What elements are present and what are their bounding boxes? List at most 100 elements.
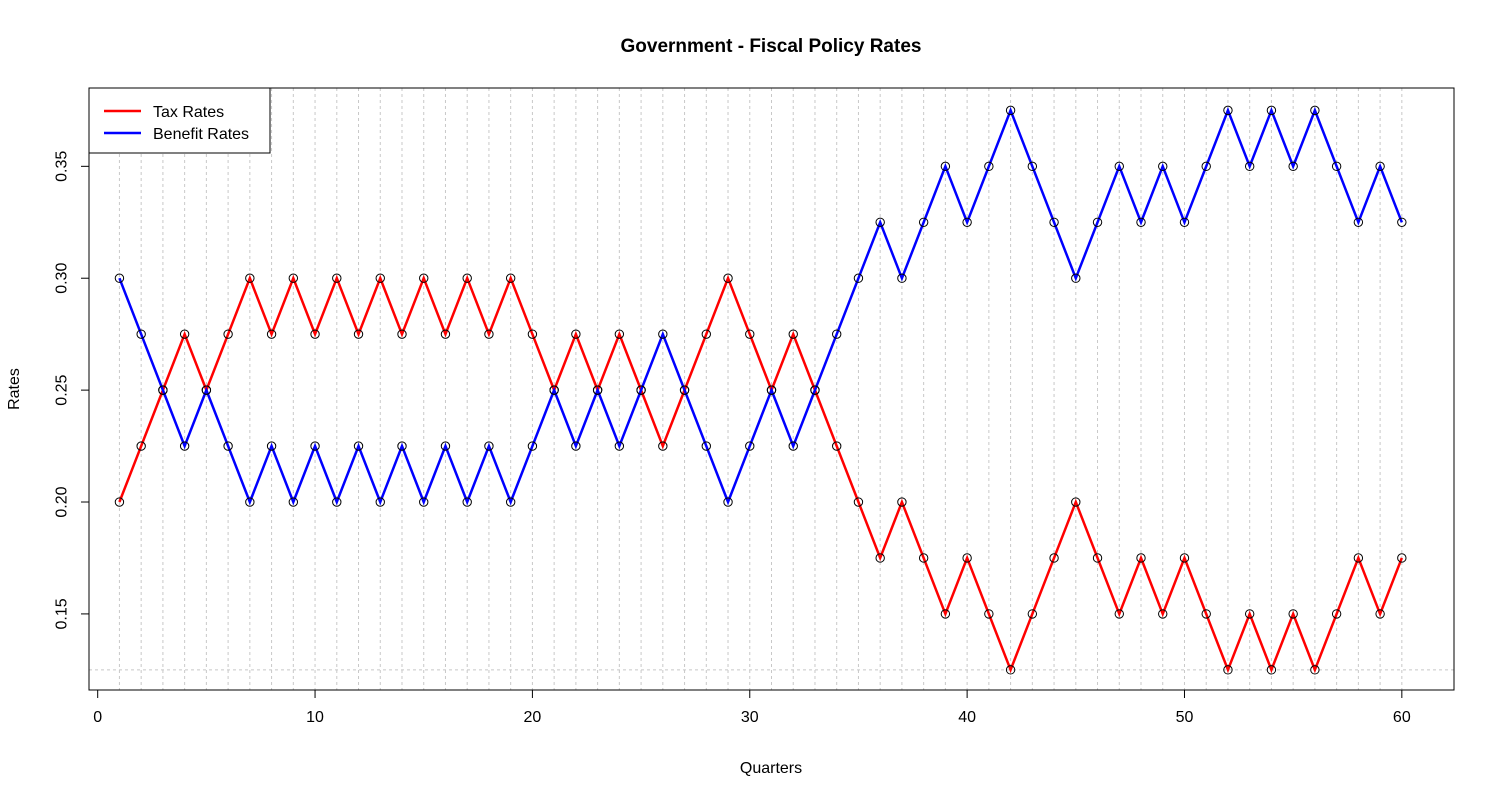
data-point-benefit-rates bbox=[505, 497, 516, 507]
data-point-benefit-rates bbox=[832, 329, 842, 339]
data-point-tax-rates bbox=[1266, 665, 1277, 675]
legend: Tax Rates Benefit Rates bbox=[88, 87, 271, 154]
data-point-benefit-rates bbox=[549, 385, 559, 395]
data-point-tax-rates bbox=[1223, 665, 1233, 675]
data-point-tax-rates bbox=[1288, 609, 1298, 619]
data-point-benefit-rates bbox=[375, 497, 385, 507]
data-point-benefit-rates bbox=[1114, 161, 1124, 172]
data-point-tax-rates bbox=[1114, 609, 1124, 619]
x-tick-label: 10 bbox=[306, 709, 324, 726]
data-point-tax-rates bbox=[462, 273, 472, 283]
data-point-benefit-rates bbox=[1375, 161, 1385, 172]
data-point-tax-rates bbox=[1071, 497, 1081, 507]
y-tick-label: 0.35 bbox=[54, 151, 71, 182]
data-point-benefit-rates bbox=[1005, 105, 1016, 116]
data-point-tax-rates bbox=[1179, 553, 1190, 563]
x-tick-label: 30 bbox=[741, 709, 759, 726]
x-tick-label: 40 bbox=[958, 709, 976, 726]
data-point-benefit-rates bbox=[897, 273, 907, 283]
data-point-benefit-rates bbox=[266, 441, 277, 451]
data-point-benefit-rates bbox=[1179, 217, 1190, 227]
data-point-tax-rates bbox=[875, 553, 885, 563]
x-tick-label: 50 bbox=[1176, 709, 1194, 726]
data-point-tax-rates bbox=[1005, 665, 1016, 675]
data-point-tax-rates bbox=[723, 273, 733, 283]
data-point-benefit-rates bbox=[1136, 217, 1146, 227]
data-point-benefit-rates bbox=[1092, 217, 1103, 227]
data-point-benefit-rates bbox=[745, 441, 755, 451]
data-point-benefit-rates bbox=[1288, 161, 1298, 172]
data-point-tax-rates bbox=[1136, 553, 1146, 563]
data-point-benefit-rates bbox=[397, 441, 407, 451]
data-point-benefit-rates bbox=[136, 329, 146, 339]
data-point-tax-rates bbox=[853, 497, 864, 507]
data-point-benefit-rates bbox=[158, 385, 168, 395]
data-point-benefit-rates bbox=[853, 273, 864, 283]
data-point-benefit-rates bbox=[571, 441, 581, 451]
data-point-benefit-rates bbox=[1201, 161, 1211, 172]
y-tick-label: 0.15 bbox=[54, 598, 71, 629]
data-point-tax-rates bbox=[288, 273, 299, 283]
data-point-tax-rates bbox=[245, 273, 255, 283]
data-point-tax-rates bbox=[440, 329, 451, 339]
data-point-benefit-rates bbox=[1049, 217, 1059, 227]
data-point-benefit-rates bbox=[245, 497, 255, 507]
x-tick-label: 60 bbox=[1393, 709, 1411, 726]
legend-label-benefit-rates: Benefit Rates bbox=[153, 126, 249, 143]
data-point-tax-rates bbox=[114, 497, 125, 507]
data-point-tax-rates bbox=[419, 273, 429, 283]
data-point-tax-rates bbox=[223, 329, 233, 339]
data-point-benefit-rates bbox=[419, 497, 429, 507]
data-point-tax-rates bbox=[897, 497, 907, 507]
data-point-benefit-rates bbox=[875, 217, 885, 227]
data-point-benefit-rates bbox=[1331, 161, 1342, 172]
data-point-tax-rates bbox=[984, 609, 994, 619]
data-point-benefit-rates bbox=[484, 441, 494, 451]
y-tick-label: 0.30 bbox=[54, 263, 71, 294]
data-point-benefit-rates bbox=[614, 441, 625, 451]
data-point-benefit-rates bbox=[223, 441, 233, 451]
data-point-tax-rates bbox=[745, 329, 755, 339]
series-line-benefit-rates bbox=[118, 106, 1403, 506]
data-point-tax-rates bbox=[788, 329, 798, 339]
data-point-tax-rates bbox=[136, 441, 146, 451]
data-point-benefit-rates bbox=[179, 441, 190, 451]
data-point-benefit-rates bbox=[462, 497, 472, 507]
y-axis-label: Rates bbox=[6, 368, 23, 410]
x-tick-label: 20 bbox=[524, 709, 542, 726]
data-point-benefit-rates bbox=[962, 217, 972, 227]
data-point-tax-rates bbox=[701, 329, 711, 339]
y-axis: 0.15 0.20 0.25 0.30 0.35 bbox=[54, 151, 90, 629]
data-point-benefit-rates bbox=[723, 497, 733, 507]
data-point-tax-rates bbox=[353, 329, 364, 339]
data-point-tax-rates bbox=[1310, 665, 1320, 675]
x-axis: 0 10 20 30 40 50 60 bbox=[93, 689, 1411, 726]
data-point-tax-rates bbox=[571, 329, 581, 339]
data-point-benefit-rates bbox=[810, 385, 820, 395]
legend-label-tax-rates: Tax Rates bbox=[153, 104, 224, 121]
data-point-benefit-rates bbox=[1244, 161, 1255, 172]
data-point-tax-rates bbox=[375, 273, 385, 283]
data-point-tax-rates bbox=[1331, 609, 1342, 619]
y-tick-label: 0.20 bbox=[54, 486, 71, 517]
data-point-benefit-rates bbox=[1353, 217, 1364, 227]
data-point-tax-rates bbox=[1158, 609, 1168, 619]
marker-layer bbox=[114, 105, 1407, 675]
data-point-benefit-rates bbox=[1266, 105, 1277, 116]
data-point-tax-rates bbox=[1397, 553, 1407, 563]
chart-title: Government - Fiscal Policy Rates bbox=[621, 36, 922, 57]
data-point-benefit-rates bbox=[679, 385, 690, 395]
data-point-benefit-rates bbox=[288, 497, 299, 507]
data-point-tax-rates bbox=[962, 553, 972, 563]
data-point-tax-rates bbox=[310, 329, 320, 339]
data-point-benefit-rates bbox=[310, 441, 320, 451]
data-point-tax-rates bbox=[1027, 609, 1038, 619]
data-point-tax-rates bbox=[527, 329, 538, 339]
data-point-tax-rates bbox=[1092, 553, 1103, 563]
data-point-tax-rates bbox=[1353, 553, 1364, 563]
data-point-benefit-rates bbox=[636, 385, 646, 395]
data-point-tax-rates bbox=[505, 273, 516, 283]
data-point-benefit-rates bbox=[114, 273, 125, 283]
data-point-tax-rates bbox=[918, 553, 929, 563]
